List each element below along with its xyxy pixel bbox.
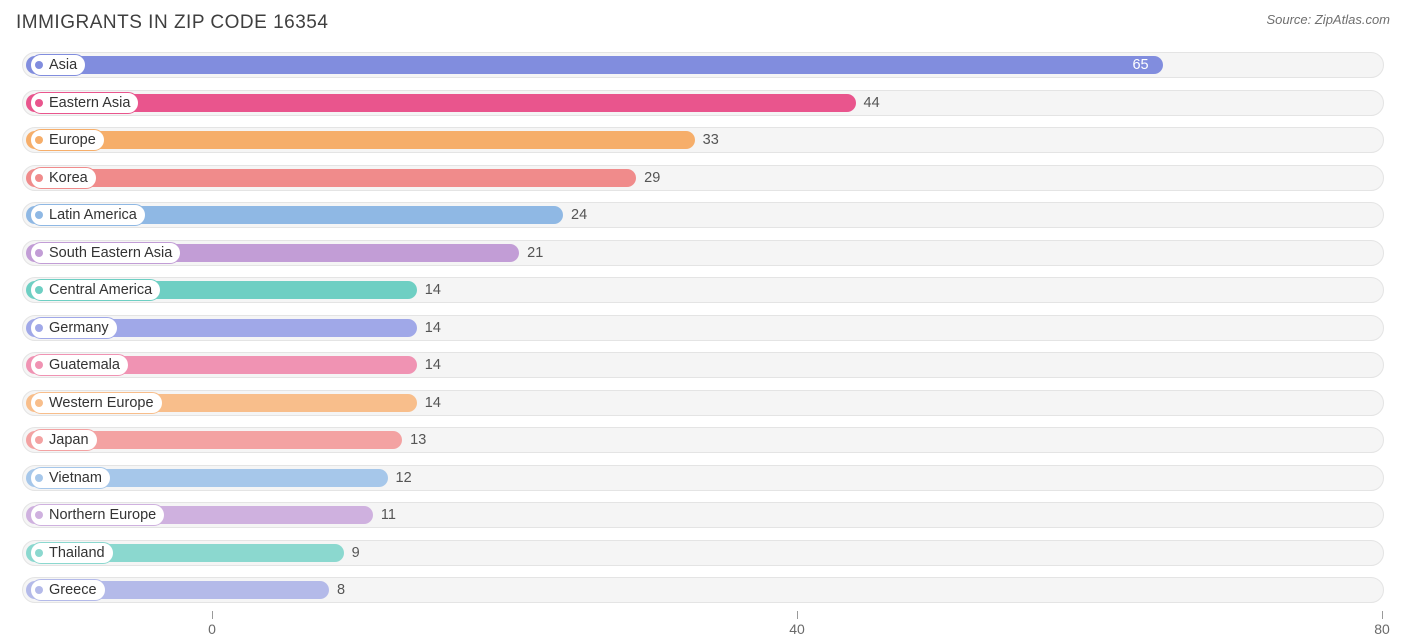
bar-value-label: 44 bbox=[856, 86, 880, 120]
bar-row: Japan 13 bbox=[16, 423, 1390, 457]
chart-title: IMMIGRANTS IN ZIP CODE 16354 bbox=[16, 12, 328, 34]
chart-plot-area: Asia65Eastern Asia44Europe33Korea29Latin… bbox=[16, 48, 1390, 607]
bar-row: Greece 8 bbox=[16, 573, 1390, 607]
chip-bullet-icon bbox=[35, 136, 43, 144]
chip-bullet-icon bbox=[35, 586, 43, 594]
bar-row: Western Europe 14 bbox=[16, 386, 1390, 420]
category-chip: Japan bbox=[30, 429, 98, 451]
category-chip: Thailand bbox=[30, 542, 114, 564]
bar-value-label: 65 bbox=[26, 48, 1163, 82]
category-label: Japan bbox=[49, 432, 89, 448]
bar-value-label: 14 bbox=[417, 386, 441, 420]
bar-row: Northern Europe 11 bbox=[16, 498, 1390, 532]
chip-bullet-icon bbox=[35, 174, 43, 182]
category-chip: Western Europe bbox=[30, 392, 163, 414]
chart-container: IMMIGRANTS IN ZIP CODE 16354 Source: Zip… bbox=[0, 0, 1406, 643]
chip-bullet-icon bbox=[35, 286, 43, 294]
bar-value-label: 11 bbox=[373, 498, 396, 532]
category-label: Central America bbox=[49, 282, 152, 298]
category-label: Korea bbox=[49, 170, 88, 186]
bar-row: Asia65 bbox=[16, 48, 1390, 82]
bar-value-label: 9 bbox=[344, 536, 360, 570]
category-label: Germany bbox=[49, 320, 109, 336]
bar-row: Korea 29 bbox=[16, 161, 1390, 195]
category-chip: Guatemala bbox=[30, 354, 129, 376]
bar-row: Germany 14 bbox=[16, 311, 1390, 345]
chip-bullet-icon bbox=[35, 436, 43, 444]
bar-row: Guatemala 14 bbox=[16, 348, 1390, 382]
category-label: South Eastern Asia bbox=[49, 245, 172, 261]
category-chip: Korea bbox=[30, 167, 97, 189]
bar-value-label: 14 bbox=[417, 311, 441, 345]
chip-bullet-icon bbox=[35, 249, 43, 257]
x-axis-tick bbox=[212, 611, 213, 619]
x-axis-tick-label: 0 bbox=[208, 621, 216, 637]
bar-row: Vietnam 12 bbox=[16, 461, 1390, 495]
x-axis: 0 40 80 bbox=[16, 611, 1390, 641]
bar-value-label: 8 bbox=[329, 573, 345, 607]
category-chip: Greece bbox=[30, 579, 106, 601]
category-chip: Northern Europe bbox=[30, 504, 165, 526]
bar-value-label: 21 bbox=[519, 236, 543, 270]
bar-value-label: 33 bbox=[695, 123, 719, 157]
bar-row: Eastern Asia 44 bbox=[16, 86, 1390, 120]
chart-header: IMMIGRANTS IN ZIP CODE 16354 Source: Zip… bbox=[16, 12, 1390, 34]
bar-value-label: 14 bbox=[417, 273, 441, 307]
bar-row: Europe 33 bbox=[16, 123, 1390, 157]
category-chip: Germany bbox=[30, 317, 118, 339]
bar-row: Central America 14 bbox=[16, 273, 1390, 307]
bar-row: South Eastern Asia 21 bbox=[16, 236, 1390, 270]
chart-source: Source: ZipAtlas.com bbox=[1266, 12, 1390, 27]
chip-bullet-icon bbox=[35, 399, 43, 407]
bar-row: Latin America 24 bbox=[16, 198, 1390, 232]
category-chip: South Eastern Asia bbox=[30, 242, 181, 264]
category-chip: Vietnam bbox=[30, 467, 111, 489]
category-label: Northern Europe bbox=[49, 507, 156, 523]
x-axis-tick-label: 40 bbox=[789, 621, 805, 637]
category-label: Europe bbox=[49, 132, 96, 148]
category-label: Greece bbox=[49, 582, 97, 598]
chip-bullet-icon bbox=[35, 549, 43, 557]
category-label: Vietnam bbox=[49, 470, 102, 486]
category-label: Eastern Asia bbox=[49, 95, 130, 111]
category-chip: Latin America bbox=[30, 204, 146, 226]
bar-row: Thailand 9 bbox=[16, 536, 1390, 570]
bar-value-label: 14 bbox=[417, 348, 441, 382]
category-label: Thailand bbox=[49, 545, 105, 561]
x-axis-tick-label: 80 bbox=[1374, 621, 1390, 637]
category-chip: Eastern Asia bbox=[30, 92, 139, 114]
bar-value-label: 12 bbox=[388, 461, 412, 495]
category-label: Western Europe bbox=[49, 395, 154, 411]
bar-value-label: 13 bbox=[402, 423, 426, 457]
category-label: Latin America bbox=[49, 207, 137, 223]
chip-bullet-icon bbox=[35, 211, 43, 219]
x-axis-tick bbox=[797, 611, 798, 619]
bar-fill bbox=[26, 94, 856, 112]
x-axis-tick bbox=[1382, 611, 1383, 619]
category-chip: Europe bbox=[30, 129, 105, 151]
bar-fill bbox=[26, 131, 695, 149]
chip-bullet-icon bbox=[35, 99, 43, 107]
chip-bullet-icon bbox=[35, 324, 43, 332]
bar-fill bbox=[26, 169, 636, 187]
bar-value-label: 29 bbox=[636, 161, 660, 195]
bar-value-label: 24 bbox=[563, 198, 587, 232]
chip-bullet-icon bbox=[35, 511, 43, 519]
category-label: Guatemala bbox=[49, 357, 120, 373]
chip-bullet-icon bbox=[35, 474, 43, 482]
chip-bullet-icon bbox=[35, 361, 43, 369]
category-chip: Central America bbox=[30, 279, 161, 301]
